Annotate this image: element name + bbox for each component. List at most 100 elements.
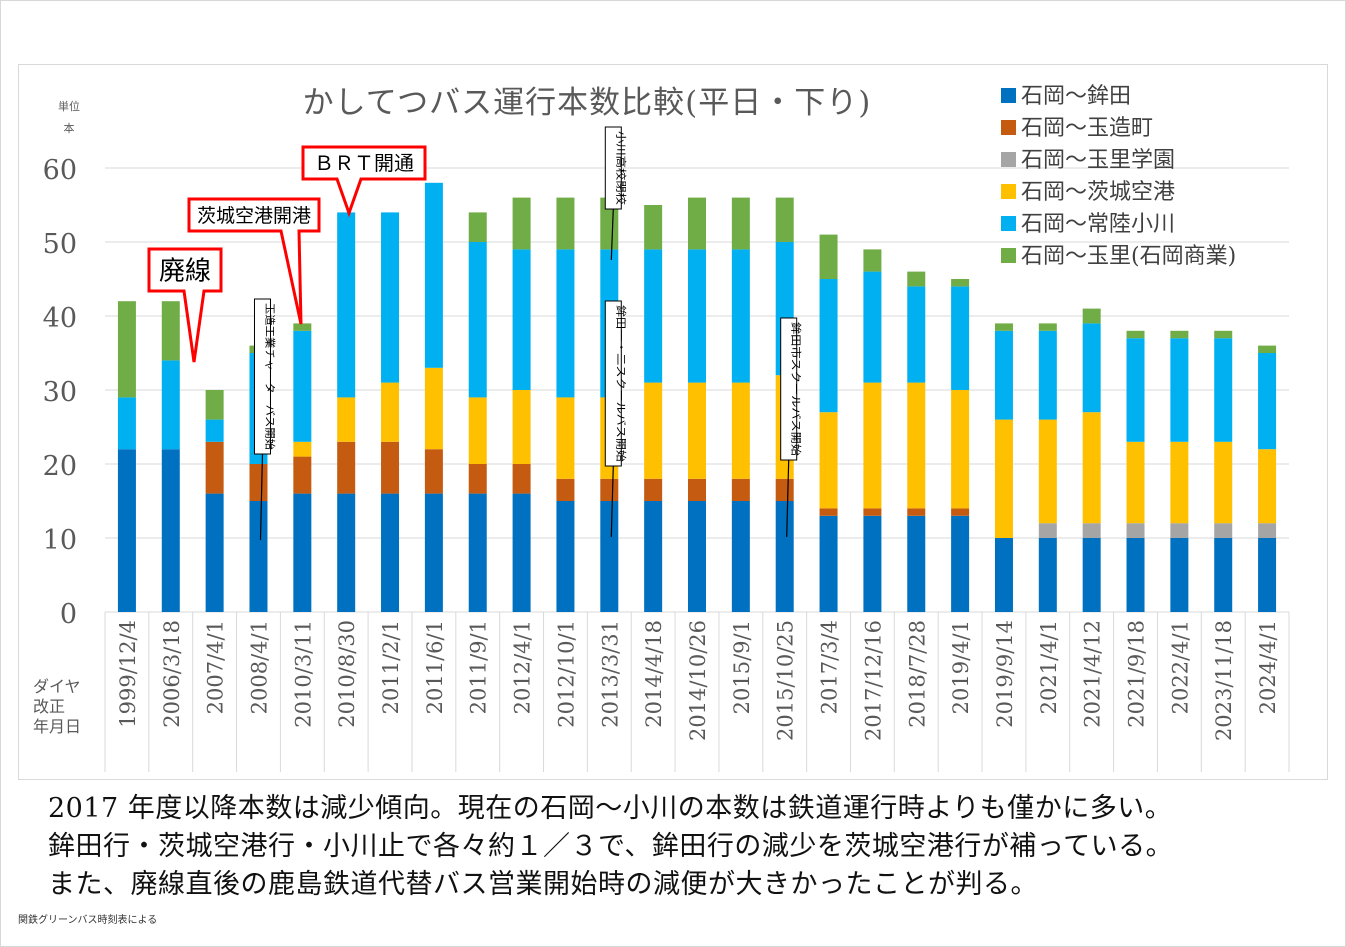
y-tick-label: 10 <box>43 525 77 556</box>
bar-segment-2 <box>863 508 882 516</box>
bar-segment-5 <box>951 286 970 390</box>
bar-segment-5 <box>1038 330 1057 420</box>
bar-segment-5 <box>1214 338 1233 442</box>
bar-segment-6 <box>1082 308 1101 324</box>
bar-segment-2 <box>688 478 706 501</box>
annotation-pointer <box>259 453 264 541</box>
bar-segment-6 <box>468 212 487 242</box>
bar-segment-5 <box>1082 323 1101 413</box>
bar-segment-5 <box>1170 338 1189 442</box>
bar-segment-5 <box>512 249 531 390</box>
annotation-text: 鉾田一・二スクールバス開始 <box>614 305 627 463</box>
x-tick-label: 2022/4/1 <box>1168 620 1192 714</box>
bar-segment-6 <box>117 301 136 398</box>
bar-segment-4 <box>381 382 400 442</box>
summary-text: 2017 年度以降本数は減少傾向。現在の石岡～小川の本数は鉄道運行時よりも僅かに… <box>48 790 1338 904</box>
bar-segment-1 <box>688 501 706 612</box>
bar-segment-4 <box>951 390 970 509</box>
y-tick-label: 40 <box>43 303 77 334</box>
bar-segment-4 <box>1258 449 1277 524</box>
bar-segment-6 <box>1214 330 1233 339</box>
callout-box <box>301 145 427 218</box>
bar-segment-5 <box>994 330 1013 420</box>
bar-segment-5 <box>117 397 136 450</box>
summary-line-3: また、廃線直後の鹿島鉄道代替バス営業開始時の減便が大きかったことが判る。 <box>48 869 1038 900</box>
x-axis-label-1: ダイヤ <box>33 677 81 696</box>
bar-segment-6 <box>205 390 224 420</box>
x-tick-label: 2008/4/1 <box>247 620 271 714</box>
bar-segment-6 <box>951 279 970 287</box>
bar-segment-3 <box>1038 523 1057 538</box>
legend-label: 石岡～玉里(石岡商業) <box>1021 244 1236 269</box>
bar-segment-2 <box>644 478 663 501</box>
bar-segment-6 <box>775 197 794 242</box>
bar-segment-6 <box>1170 330 1189 339</box>
callout-text: ＢＲＴ開通 <box>314 151 414 175</box>
bar-segment-6 <box>293 323 312 331</box>
bar-segment-3 <box>1082 523 1101 538</box>
x-tick-label: 2011/2/1 <box>379 620 403 714</box>
bar-segment-5 <box>907 286 926 383</box>
bar-segment-5 <box>161 360 180 450</box>
bar-segment-4 <box>1126 441 1145 524</box>
bar-segment-1 <box>994 538 1013 612</box>
legend-label: 石岡～茨城空港 <box>1021 180 1175 205</box>
bar-segment-1 <box>1126 538 1145 612</box>
legend-label: 石岡～鉾田 <box>1021 84 1131 109</box>
bar-segment-2 <box>512 464 531 494</box>
bar-segment-1 <box>468 493 487 612</box>
callout-text: 廃線 <box>159 256 211 286</box>
bar-segment-1 <box>512 493 531 612</box>
legend-label: 石岡～玉里学園 <box>1021 148 1175 173</box>
x-tick-label: 2019/9/14 <box>993 620 1017 728</box>
x-tick-label: 2017/12/16 <box>861 620 885 741</box>
bar-segment-5 <box>731 249 750 383</box>
x-tick-label: 2011/6/1 <box>423 620 447 714</box>
bar-segment-6 <box>1126 330 1145 339</box>
source-note: 関鉄グリーンバス時刻表による <box>18 915 158 926</box>
bar-segment-1 <box>644 501 663 612</box>
legend-swatch <box>1001 152 1016 167</box>
bar-segment-5 <box>424 182 443 368</box>
bar-segment-3 <box>1214 523 1233 538</box>
y-tick-label: 0 <box>60 599 77 630</box>
callouts: 廃線 茨城空港開港 ＢＲＴ開通 <box>147 145 427 363</box>
summary-line-2: 鉾田行・茨城空港行・小川止で各々約１／３で、鉾田行の減少を茨城空港行が補っている… <box>48 831 1174 862</box>
axis-ticks: 0 10 20 30 40 50 60 1999/12/4 2006/3/18 2007/4/1 2… <box>43 155 1280 741</box>
bar-segment-1 <box>337 493 356 612</box>
x-tick-label: 2011/9/1 <box>467 620 491 714</box>
bar-segment-2 <box>600 478 619 501</box>
callout-box <box>187 197 321 325</box>
legend-swatch <box>1001 184 1016 199</box>
bar-segment-6 <box>731 197 750 250</box>
bar-segment-1 <box>1170 538 1189 612</box>
bar-segment-1 <box>775 501 794 612</box>
bar-segment-4 <box>1170 441 1189 524</box>
legend: 石岡～鉾田石岡～玉造町石岡～玉里学園石岡～茨城空港石岡～常陸小川石岡～玉里(石岡… <box>1001 84 1236 269</box>
bar-segment-1 <box>951 515 970 612</box>
bar-segment-4 <box>1214 441 1233 524</box>
bar-segment-4 <box>1082 412 1101 524</box>
bar-segment-2 <box>293 456 312 494</box>
bar-segment-2 <box>907 508 926 516</box>
legend-swatch <box>1001 216 1016 231</box>
x-tick-label: 2017/3/4 <box>818 620 842 714</box>
bar-segment-1 <box>293 493 312 612</box>
annotation-text: 小川高校閉校 <box>614 131 627 206</box>
bar-segment-2 <box>556 478 575 501</box>
bar-segment-4 <box>293 441 312 457</box>
bar-segment-3 <box>1258 523 1277 538</box>
legend-swatch <box>1001 120 1016 135</box>
bar-segment-4 <box>907 382 926 509</box>
bar-segment-6 <box>644 205 663 250</box>
bar-segment-1 <box>863 515 882 612</box>
x-tick-label: 2010/3/11 <box>291 620 315 728</box>
bar-segment-6 <box>161 301 180 361</box>
bar-segment-4 <box>994 419 1013 538</box>
bar-segment-1 <box>1038 538 1057 612</box>
x-tick-label: 2012/4/1 <box>511 620 535 714</box>
annotation-pointer <box>610 208 614 261</box>
bar-segment-1 <box>1082 538 1101 612</box>
bar-segment-1 <box>381 493 400 612</box>
bar-segment-2 <box>249 464 268 501</box>
